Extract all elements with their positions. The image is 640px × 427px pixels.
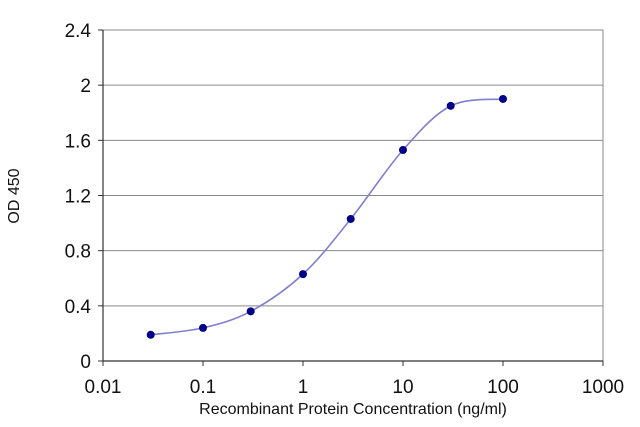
y-tick-label: 1.2 [65,187,91,208]
x-tick-label: 0.1 [190,377,216,398]
data-point [446,101,455,110]
data-point [199,323,207,332]
y-axis-title: OD 450 [6,168,23,223]
gridlines [103,84,603,307]
x-tick-label: 10 [392,377,413,398]
y-tick-label: 1.6 [65,131,91,152]
x-axis-title: Recombinant Protein Concentration (ng/ml… [199,401,507,418]
y-tick-label: 2.4 [65,21,92,42]
axes [98,29,604,366]
y-tick-label: 2 [80,76,91,97]
data-point [346,214,355,223]
x-tick-label: 1000 [582,377,624,398]
y-tick-label: 0.4 [65,297,92,318]
x-tick-label: 1 [298,377,309,398]
x-tick-label: 100 [487,377,519,398]
data-point [146,330,155,339]
y-tick-labels: 0 0.4 0.8 1.2 1.6 2 2.4 [65,21,92,373]
x-tick-labels: 0.01 0.1 1 10 100 1000 [85,377,625,398]
data-series [146,94,507,339]
x-tick-label: 0.01 [85,377,122,398]
series-line [150,98,504,336]
y-tick-label: 0.8 [65,242,91,263]
data-point [399,145,407,154]
data-point [299,270,307,279]
data-point [499,94,507,103]
data-point [246,307,255,316]
y-tick-label: 0 [80,352,91,373]
